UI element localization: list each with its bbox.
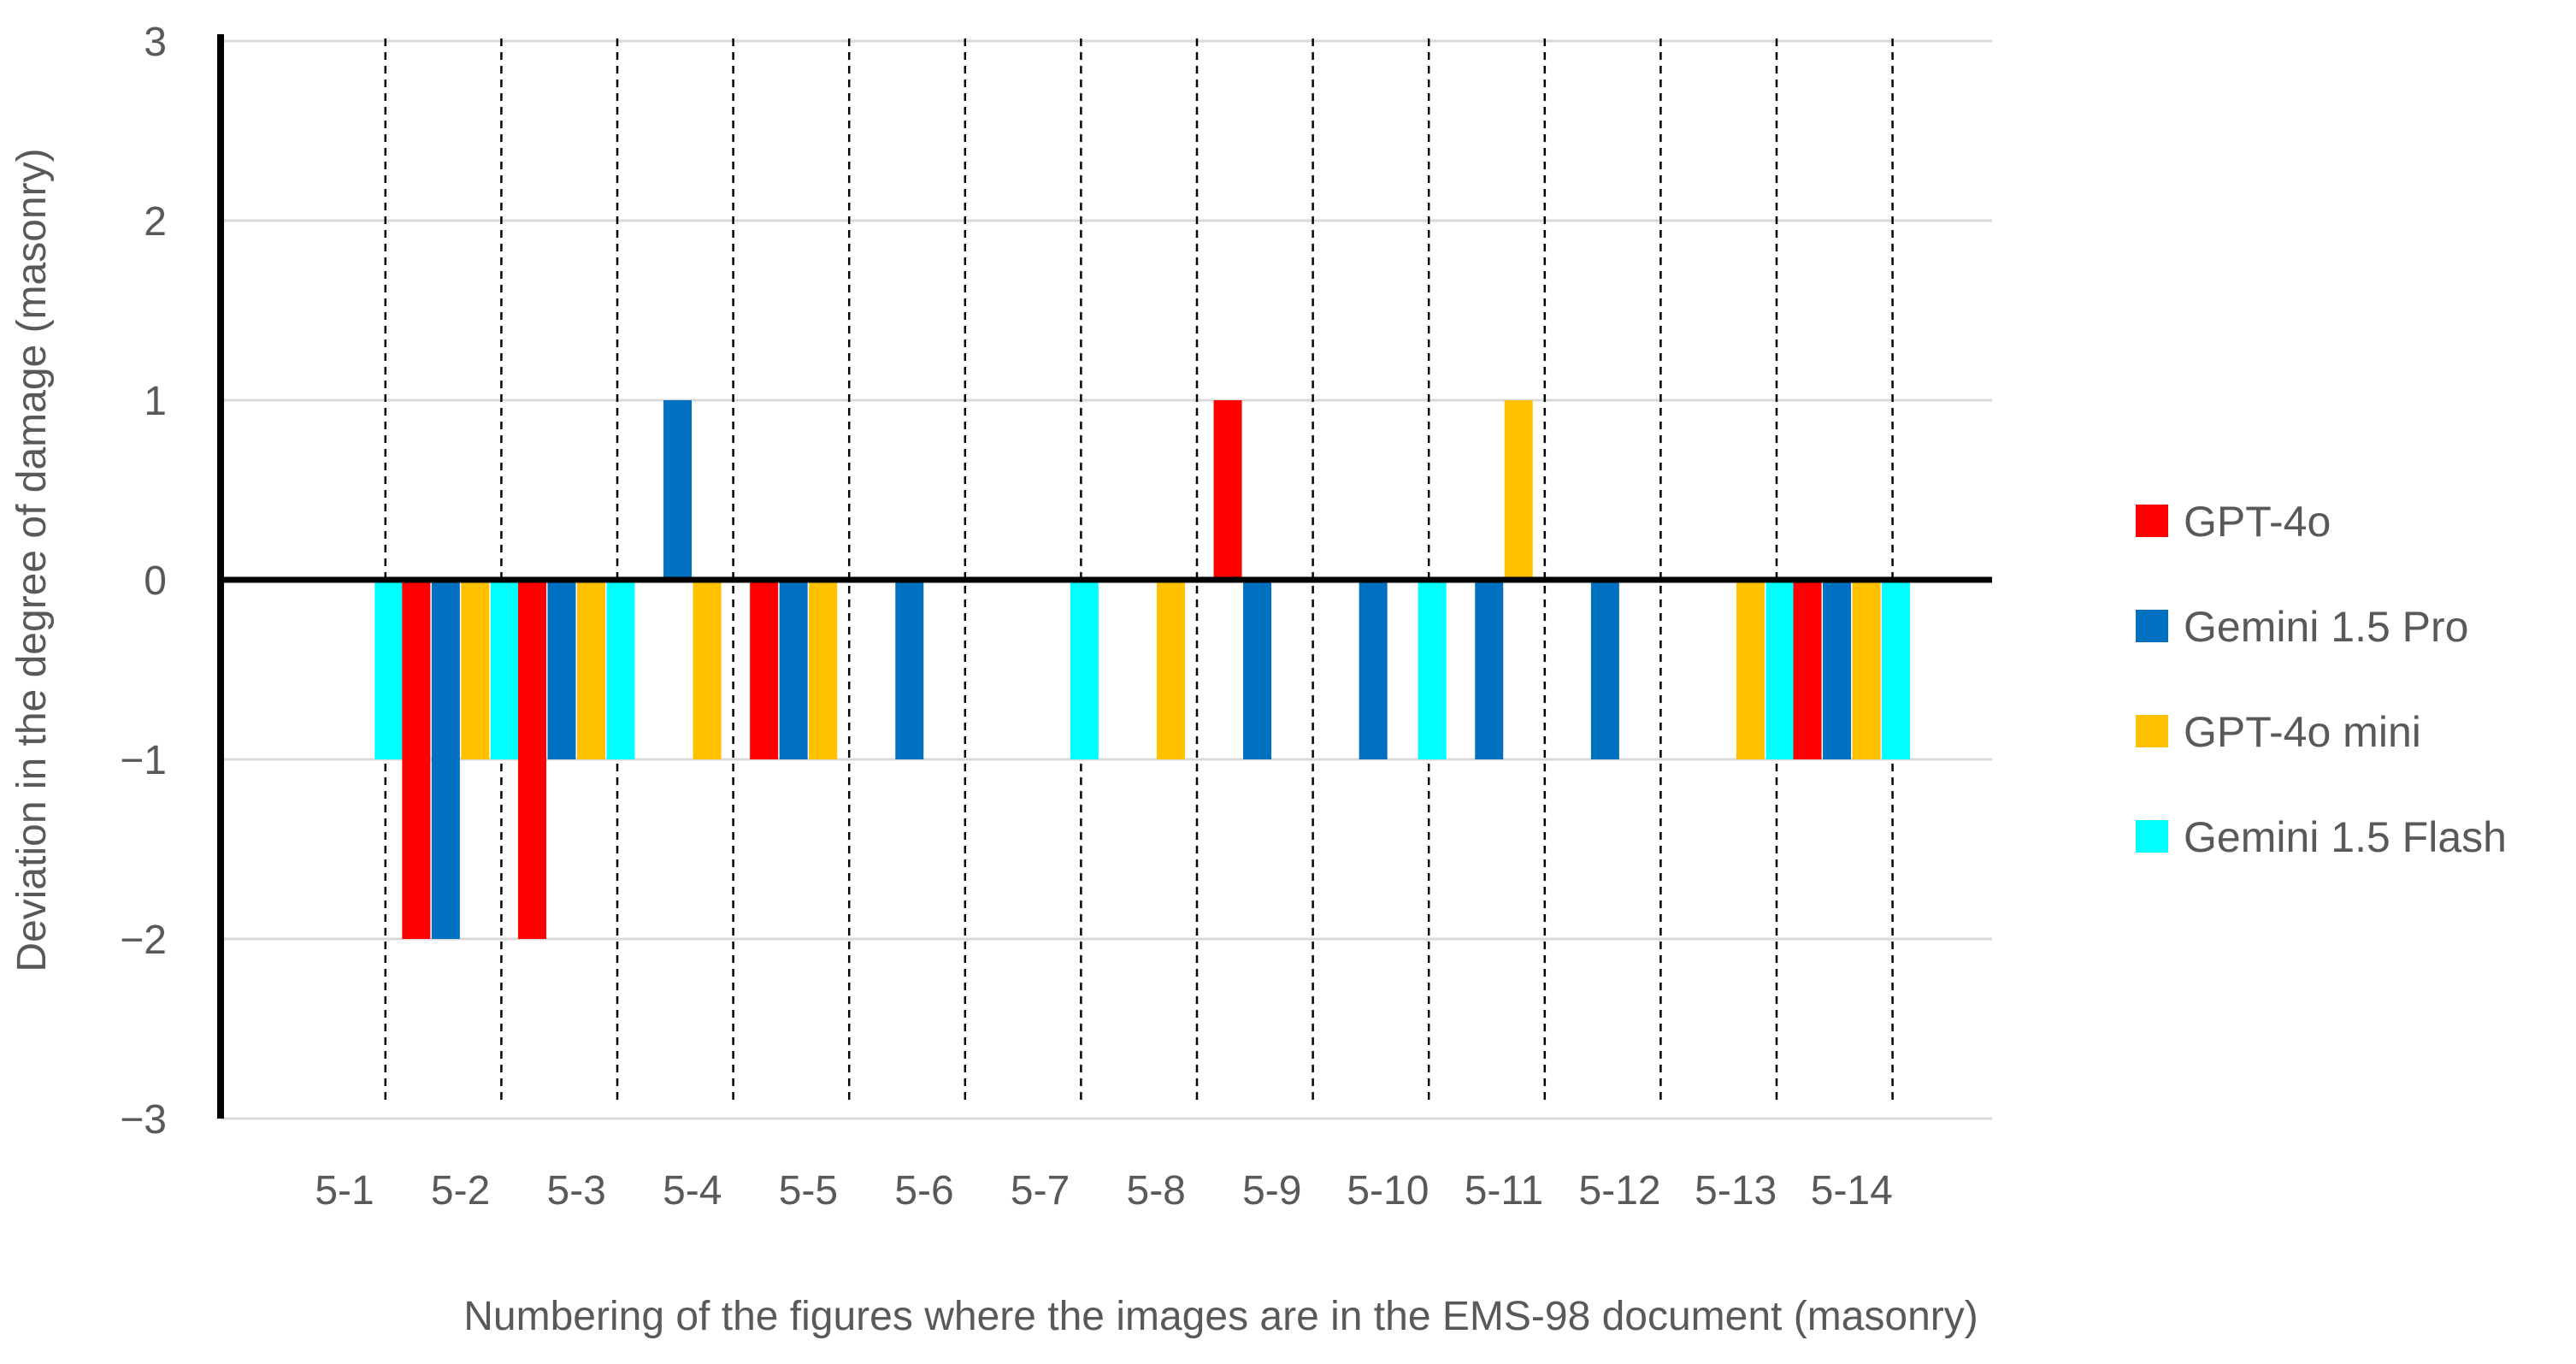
legend-entry: Gemini 1.5 Flash (2184, 813, 2507, 861)
legend-swatch (2136, 820, 2168, 853)
x-tick-label: 5-6 (894, 1168, 953, 1213)
x-tick-label: 5-4 (663, 1168, 722, 1213)
y-axis-title: Deviation in the degree of damage (mason… (9, 148, 55, 971)
category-separators (384, 38, 1894, 1103)
x-tick-label: 5-11 (1465, 1168, 1544, 1213)
axes (217, 34, 1992, 1119)
bar (809, 580, 838, 759)
legend-entry: GPT-4o mini (2184, 708, 2421, 756)
y-tick-label: −1 (120, 738, 167, 783)
x-tick-label: 5-2 (431, 1168, 490, 1213)
bar (402, 580, 431, 939)
legend-swatch (2136, 610, 2168, 642)
bar (1213, 400, 1242, 580)
bar (1590, 580, 1619, 759)
bar (1736, 580, 1765, 759)
bar (663, 400, 693, 580)
y-tick-label: −3 (120, 1097, 167, 1143)
bar (1243, 580, 1272, 759)
bar (779, 580, 808, 759)
x-tick-label: 5-8 (1127, 1168, 1186, 1213)
legend-swatch (2136, 715, 2168, 747)
bar (1823, 580, 1852, 759)
x-tick-label: 5-10 (1347, 1168, 1429, 1213)
x-tick-label: 5-5 (779, 1168, 838, 1213)
x-tick-label: 5-7 (1011, 1168, 1070, 1213)
x-tick-label: 5-14 (1811, 1168, 1893, 1213)
bar (374, 580, 404, 759)
x-tick-label: 5-3 (547, 1168, 606, 1213)
bar (1475, 580, 1504, 759)
bar (1882, 580, 1911, 759)
bar (547, 580, 576, 759)
bar (693, 580, 722, 759)
bar (1070, 580, 1099, 759)
y-tick-label: −2 (120, 918, 167, 963)
bar (576, 580, 605, 759)
bar (1359, 580, 1388, 759)
x-tick-label: 5-13 (1695, 1168, 1777, 1213)
bar (461, 580, 490, 759)
y-tick-label: 1 (144, 379, 167, 424)
legend-entry: GPT-4o (2184, 498, 2331, 546)
bar (1765, 580, 1795, 759)
bar (750, 580, 779, 759)
bar (431, 580, 460, 939)
x-axis-title: Numbering of the figures where the image… (463, 1294, 1978, 1339)
x-tick-label: 5-12 (1579, 1168, 1661, 1213)
bar (1793, 580, 1822, 759)
x-tick-label: 5-9 (1242, 1168, 1301, 1213)
x-tick-label: 5-1 (315, 1168, 374, 1213)
y-tick-label: 2 (144, 199, 167, 245)
bar (1156, 580, 1185, 759)
bar (606, 580, 635, 759)
bar (1418, 580, 1447, 759)
y-tick-labels: 3 2 1 0 −1 −2 −3 (120, 20, 167, 1143)
bar (1504, 400, 1533, 580)
legend: GPT-4o Gemini 1.5 Pro GPT-4o mini Gemini 1.… (2136, 498, 2507, 861)
legend-swatch (2136, 505, 2168, 537)
bar (1852, 580, 1881, 759)
y-tick-label: 3 (144, 20, 167, 65)
legend-entry: Gemini 1.5 Pro (2184, 603, 2468, 651)
y-tick-label: 0 (144, 558, 167, 604)
bar (490, 580, 519, 759)
bars (374, 400, 1911, 939)
x-tick-labels: 5-1 5-2 5-3 5-4 5-5 5-6 5-7 5-8 5-9 5-10 5-11 5-12 5… (315, 1168, 1893, 1213)
bar (517, 580, 546, 939)
bar (895, 580, 924, 759)
